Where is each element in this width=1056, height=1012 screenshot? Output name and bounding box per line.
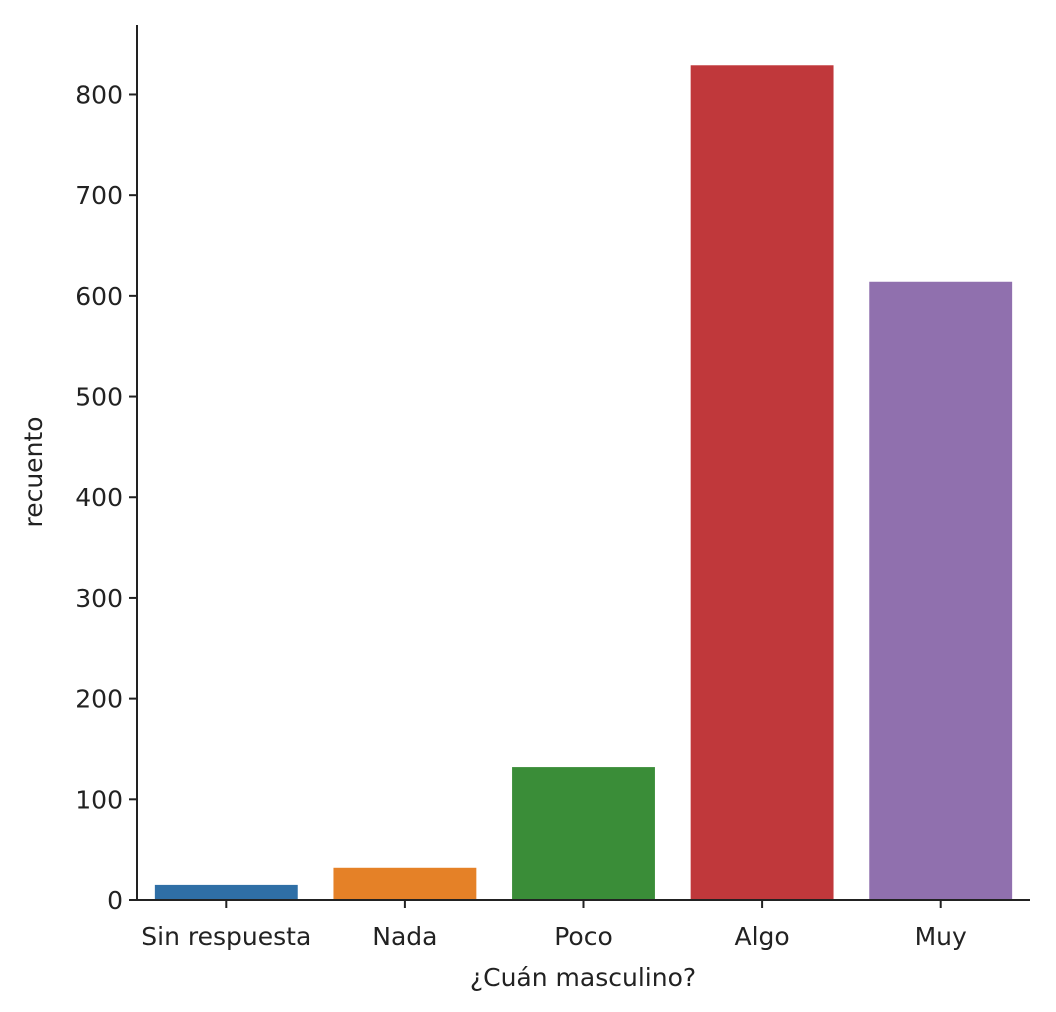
- x-tick-label: Nada: [372, 922, 437, 951]
- y-tick-label: 600: [75, 282, 123, 311]
- x-axis-label: ¿Cuán masculino?: [470, 963, 696, 992]
- y-tick-label: 500: [75, 383, 123, 412]
- y-axis-label: recuento: [19, 416, 48, 527]
- x-tick-label: Sin respuesta: [141, 922, 311, 951]
- bar-2: [512, 767, 655, 900]
- y-tick-label: 800: [75, 80, 123, 109]
- y-tick-label: 0: [107, 886, 123, 915]
- x-tick-label: Muy: [915, 922, 967, 951]
- bar-4: [869, 281, 1013, 901]
- y-tick-label: 300: [75, 584, 123, 613]
- x-tick-label: Algo: [734, 922, 789, 951]
- y-tick-label: 400: [75, 483, 123, 512]
- y-tick-label: 100: [75, 785, 123, 814]
- bar-3: [690, 65, 834, 900]
- bar-1: [333, 867, 477, 900]
- y-tick-label: 700: [75, 181, 123, 210]
- x-tick-label: Poco: [554, 922, 613, 951]
- y-tick-label: 200: [75, 685, 123, 714]
- bar-0: [154, 884, 298, 900]
